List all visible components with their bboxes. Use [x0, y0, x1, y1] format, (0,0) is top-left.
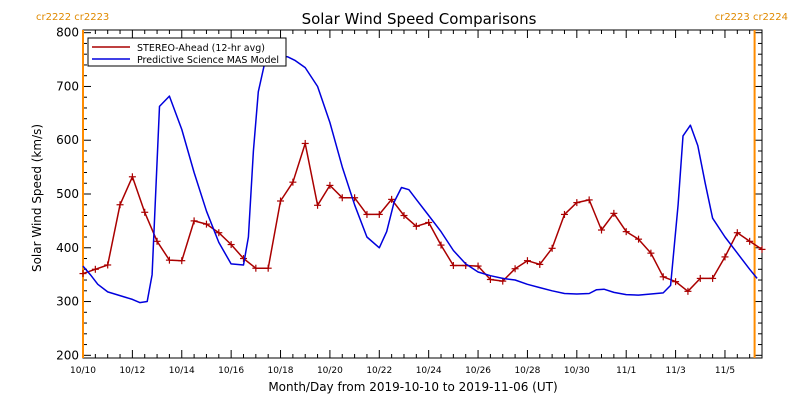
data-point-marker — [289, 178, 297, 186]
data-point-marker — [425, 218, 433, 226]
chart-title: Solar Wind Speed Comparisons — [302, 10, 537, 28]
x-tick-label: 10/28 — [514, 366, 540, 376]
y-tick-labels: 200 300 400 500 600 700 800 — [56, 26, 79, 363]
x-tick-label: 10/14 — [169, 366, 195, 376]
series-mas-model — [82, 54, 758, 304]
x-tick-label: 10/22 — [366, 366, 392, 376]
data-point-marker — [264, 264, 272, 272]
data-point-marker — [388, 195, 396, 203]
data-point-marker — [696, 274, 704, 282]
x-tick-label: 10/10 — [70, 366, 96, 376]
data-point-marker — [635, 235, 643, 243]
data-point-marker — [709, 274, 717, 282]
data-point-marker — [598, 226, 606, 234]
data-point-marker — [437, 241, 445, 249]
x-tick-label: 10/12 — [119, 366, 145, 376]
legend: STEREO-Ahead (12-hr avg) Predictive Scie… — [87, 37, 287, 67]
y-tick-label: 600 — [56, 133, 79, 147]
data-point-marker — [659, 273, 667, 281]
data-point-marker — [672, 278, 680, 286]
x-tick-label: 11/5 — [715, 366, 735, 376]
data-point-marker — [178, 257, 186, 265]
x-tick-labels: 10/10 10/12 10/14 10/16 10/18 10/20 10/22 10/24… — [70, 366, 735, 376]
legend-label-mas-model: Predictive Science MAS Model — [137, 55, 279, 66]
data-point-marker — [326, 181, 334, 189]
data-point-marker — [301, 139, 309, 147]
data-point-marker — [338, 194, 346, 202]
data-point-marker — [91, 265, 99, 273]
x-tick-label: 11/3 — [665, 366, 685, 376]
x-tick-label: 10/20 — [317, 366, 343, 376]
data-point-marker — [153, 237, 161, 245]
data-point-marker — [412, 222, 420, 230]
data-point-marker — [733, 229, 741, 237]
data-point-marker — [610, 209, 618, 217]
data-point-marker — [314, 201, 322, 209]
data-point-marker — [104, 261, 112, 269]
x-tick-label: 10/26 — [465, 366, 491, 376]
data-point-marker — [523, 257, 531, 265]
data-point-marker — [548, 244, 556, 252]
series-layer — [79, 54, 766, 304]
data-point-marker — [684, 287, 692, 295]
data-point-marker — [536, 260, 544, 268]
y-tick-label: 200 — [56, 348, 79, 362]
data-point-marker — [252, 264, 260, 272]
data-point-marker — [215, 229, 223, 237]
data-point-marker — [721, 253, 729, 261]
y-tick-label: 700 — [56, 79, 79, 93]
data-point-marker — [449, 262, 457, 270]
x-tick-label: 10/18 — [268, 366, 294, 376]
data-point-marker — [474, 262, 482, 270]
carrington-markers: cr2222 cr2223 cr2223 cr2224 — [36, 12, 788, 358]
x-tick-label: 10/24 — [416, 366, 442, 376]
data-point-marker — [190, 217, 198, 225]
y-tick-label: 400 — [56, 241, 79, 255]
data-point-marker — [116, 201, 124, 209]
data-point-marker — [141, 208, 149, 216]
data-point-marker — [486, 275, 494, 283]
data-point-marker — [363, 210, 371, 218]
data-point-marker — [511, 265, 519, 273]
y-tick-label: 300 — [56, 295, 79, 309]
data-point-marker — [560, 210, 568, 218]
y-tick-label: 800 — [56, 26, 79, 40]
x-tick-label: 11/1 — [616, 366, 636, 376]
data-point-marker — [227, 241, 235, 249]
data-point-marker — [128, 173, 136, 181]
data-point-marker — [622, 228, 630, 236]
x-tick-label: 10/30 — [564, 366, 590, 376]
y-axis-label: Solar Wind Speed (km/s) — [30, 124, 44, 272]
legend-label-stereo: STEREO-Ahead (12-hr avg) — [137, 43, 265, 54]
data-point-marker — [400, 212, 408, 220]
series-line — [82, 54, 758, 304]
data-point-marker — [573, 199, 581, 207]
data-point-marker — [277, 197, 285, 205]
data-point-marker — [746, 237, 754, 245]
data-point-marker — [375, 210, 383, 218]
carrington-label: cr2222 cr2223 — [36, 12, 109, 23]
carrington-label: cr2223 cr2224 — [715, 12, 788, 23]
series-stereo-ahead — [79, 139, 766, 295]
x-axis-label: Month/Day from 2019-10-10 to 2019-11-06 … — [268, 380, 557, 394]
x-tick-label: 10/16 — [218, 366, 244, 376]
data-point-marker — [585, 196, 593, 204]
legend-box — [87, 37, 287, 67]
y-tick-label: 500 — [56, 187, 79, 201]
data-point-marker — [758, 245, 766, 253]
data-point-marker — [165, 256, 173, 264]
data-point-marker — [202, 220, 210, 228]
data-point-marker — [79, 270, 87, 278]
data-point-marker — [647, 249, 655, 257]
